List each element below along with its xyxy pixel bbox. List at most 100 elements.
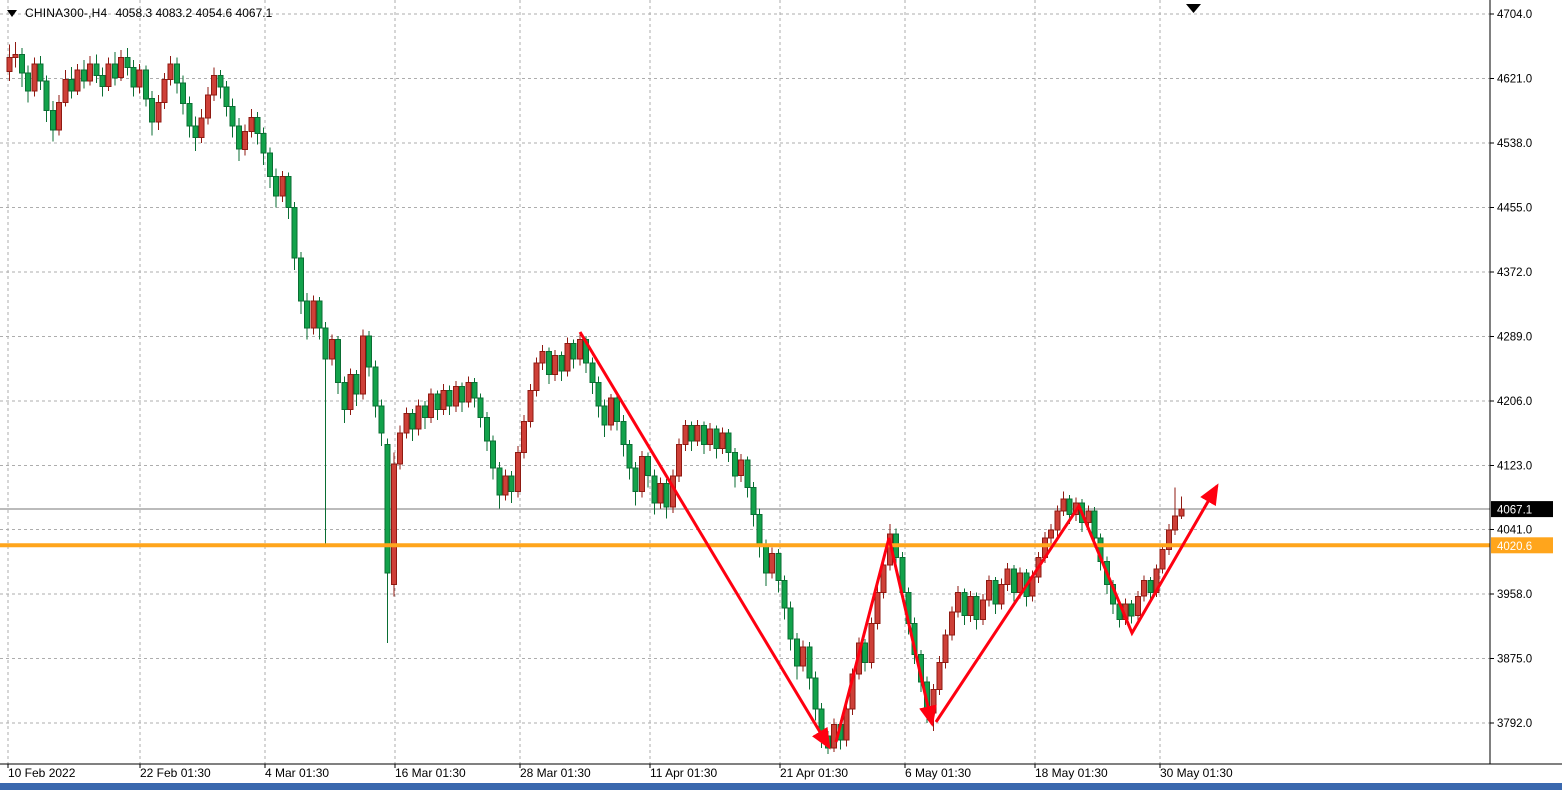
candle-body [651, 475, 658, 504]
candle-body [198, 117, 205, 139]
candle-body [744, 459, 751, 488]
candle-body [800, 646, 807, 667]
candle-body [1134, 595, 1141, 617]
grid-layer [0, 0, 1490, 764]
candle-body [707, 428, 714, 446]
candle-body [961, 591, 968, 617]
candle-body [428, 393, 435, 419]
candle-body [223, 86, 230, 107]
candle-body [657, 483, 664, 504]
candle-body [56, 102, 63, 131]
candle-body [576, 339, 583, 360]
trend-arrows-layer [578, 331, 1219, 750]
candle-body [440, 389, 447, 411]
time-tick-label: 16 Mar 01:30 [395, 766, 466, 780]
candle-body [490, 440, 497, 469]
candle-body [43, 80, 50, 111]
candle-body [62, 78, 69, 104]
candle-body [1178, 508, 1185, 517]
candle-body [1066, 498, 1073, 516]
candles-layer [6, 42, 1185, 755]
candle-body [775, 553, 782, 582]
candle-body [694, 424, 701, 442]
symbol-name: CHINA300-,H4 [25, 6, 108, 20]
candle-body [1147, 580, 1154, 593]
candle-body [31, 63, 38, 92]
candle-body [415, 405, 422, 430]
candle-body [979, 599, 986, 621]
candle-body [87, 63, 94, 82]
candle-body [787, 607, 794, 640]
time-tick-label: 21 Apr 01:30 [780, 766, 848, 780]
candle-body [465, 382, 472, 403]
candle-body [1172, 515, 1179, 531]
candle-body [353, 374, 360, 395]
candle-body [130, 67, 137, 88]
candle-body [942, 634, 949, 663]
candle-body [769, 553, 776, 574]
candle-body [614, 397, 621, 422]
trend-arrow[interactable] [934, 483, 1219, 723]
candle-body [750, 486, 757, 516]
candle-body [539, 350, 546, 364]
scroll-to-end-icon[interactable] [1186, 4, 1201, 13]
price-tick-label: 3958.0 [1497, 589, 1532, 601]
candle-body [508, 475, 515, 492]
candle-body [328, 339, 335, 360]
candle-body [37, 63, 44, 82]
candle-body [180, 82, 187, 104]
ohlc-values: 4058.3 4083.2 4054.6 4067.1 [115, 6, 273, 20]
candle-body [74, 69, 81, 92]
candle-body [136, 69, 143, 88]
price-tick-label: 4041.0 [1497, 524, 1532, 536]
candle-body [105, 63, 112, 87]
candle-body [868, 623, 875, 663]
candle-body [335, 339, 342, 384]
window-bottom-border [0, 783, 1562, 790]
price-tick-label: 4206.0 [1497, 396, 1532, 408]
candle-body [118, 57, 125, 79]
candle-body [595, 382, 602, 407]
candle-body [1085, 510, 1092, 523]
axes-layer [0, 0, 1562, 768]
candle-body [366, 335, 373, 368]
candle-body [421, 405, 428, 418]
candle-body [930, 689, 937, 714]
symbol-info: CHINA300-,H4 4058.3 4083.2 4054.6 4067.1 [7, 6, 272, 20]
candle-body [347, 374, 354, 411]
candle-body [688, 424, 695, 442]
candle-body [731, 452, 738, 477]
symbol-dropdown-icon[interactable] [7, 9, 17, 17]
candle-body [142, 69, 149, 100]
time-tick-label: 4 Mar 01:30 [265, 766, 329, 780]
candle-body [409, 413, 416, 430]
candle-body [514, 452, 521, 492]
candle-body [316, 300, 323, 329]
candle-body [496, 467, 503, 496]
candle-body [372, 366, 379, 407]
candle-body [552, 354, 559, 376]
candle-body [725, 432, 732, 453]
time-tick-label: 18 May 01:30 [1035, 766, 1108, 780]
candle-body [266, 152, 273, 177]
candle-body [260, 133, 267, 154]
candle-body [155, 102, 162, 123]
trend-arrow[interactable] [578, 331, 831, 750]
candle-body [998, 584, 1005, 605]
candle-body [1091, 510, 1098, 539]
trend-arrow[interactable] [834, 537, 937, 743]
candle-body [992, 580, 999, 605]
time-tick-label: 11 Apr 01:30 [650, 766, 717, 780]
candle-body [217, 74, 224, 88]
candle-body [967, 595, 974, 617]
support-line-tag: 4020.6 [1491, 537, 1553, 554]
current-price-tag: 4067.1 [1491, 501, 1553, 518]
candle-body [403, 413, 410, 434]
candle-body [812, 677, 819, 710]
candle-body [762, 545, 769, 574]
svg-text:4020.6: 4020.6 [1497, 541, 1532, 553]
candle-body [1048, 529, 1055, 539]
candle-body [161, 78, 168, 104]
